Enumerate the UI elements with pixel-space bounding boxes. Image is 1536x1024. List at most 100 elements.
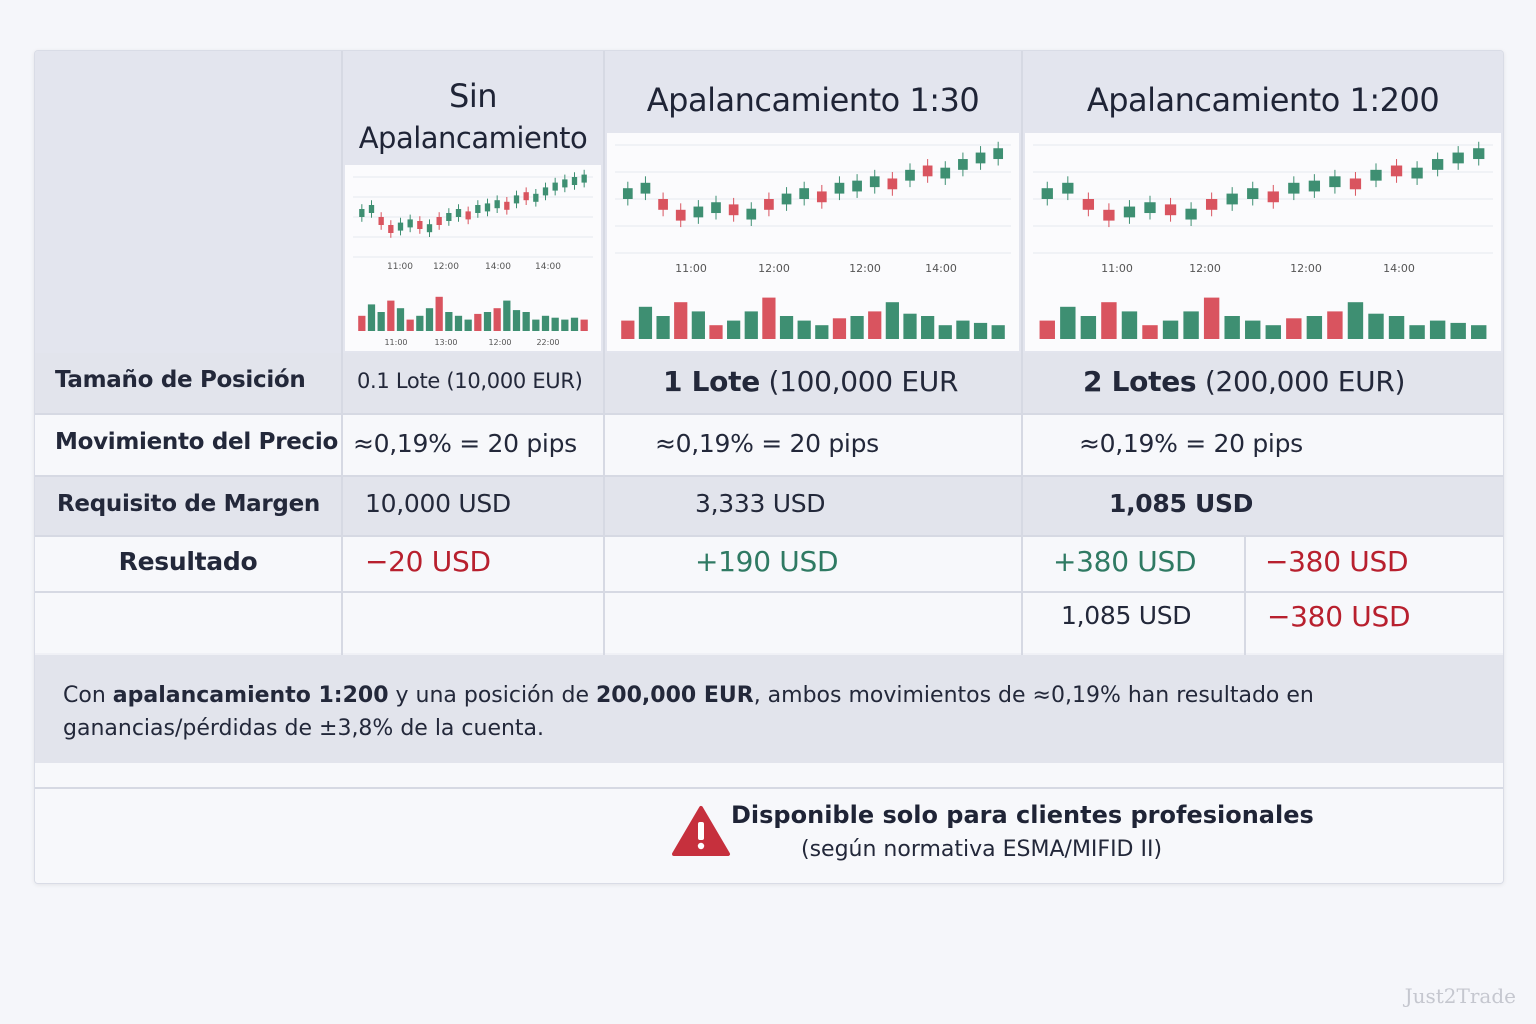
note-box (35, 655, 1503, 763)
column-title-leverage-30: Apalancamiento 1:30 (646, 81, 980, 119)
time-label: 14:00 (485, 262, 511, 272)
position-size-amount: (200,000 EUR) (1196, 365, 1406, 398)
candle-body (958, 159, 968, 170)
candle-body (523, 192, 529, 201)
candle-body (1247, 188, 1259, 199)
candle-body (1226, 193, 1238, 205)
volume-bar (1162, 320, 1179, 339)
volume-bar (367, 304, 376, 331)
candle-body (562, 179, 568, 188)
volume-bar (727, 320, 741, 339)
candle-body (359, 209, 365, 217)
candle-body (922, 165, 933, 177)
candle-body (1473, 148, 1485, 160)
volume-bar (744, 311, 758, 339)
volume-time-label: 13:00 (434, 338, 457, 347)
row-label-result: Resultado (118, 547, 258, 576)
candle-body (407, 219, 413, 228)
volume-bar (396, 308, 405, 331)
column-title-no-leverage-line2: Apalancamiento (358, 121, 588, 155)
margin-leverage-200: 1,085 USD (1109, 489, 1254, 518)
volume-bar (1142, 325, 1158, 339)
volume-bar (850, 316, 864, 339)
candle-body (552, 182, 558, 191)
volume-bar (512, 310, 521, 331)
volume-bar (551, 317, 559, 331)
candle-body (571, 177, 578, 185)
column-title-leverage-200: Apalancamiento 1:200 (1086, 81, 1440, 119)
volume-bar (832, 318, 847, 339)
volume-bar (1306, 316, 1323, 339)
candle-body (368, 205, 375, 213)
volume-bar (656, 316, 670, 339)
grid-divider (341, 51, 343, 655)
volume-bar (815, 325, 829, 339)
candlestick-chart-leverage-200: 11:00 12:00 12:00 14:00 (1033, 141, 1493, 339)
candle-body (1267, 191, 1279, 203)
volume-bar (1101, 302, 1117, 339)
volume-bar (1471, 325, 1487, 339)
grid-divider (35, 787, 1503, 789)
time-label: 11:00 (387, 262, 413, 272)
note-emphasis: 200,000 EUR (595, 683, 754, 708)
chart-panel-leverage-30: 11:00 12:00 12:00 14:00 (607, 133, 1019, 351)
volume-bar (691, 311, 705, 339)
position-size-amount: (100,000 EUR (759, 365, 959, 398)
candlestick-chart-leverage-30: 11:00 12:00 12:00 14:00 (615, 141, 1011, 339)
volume-bar (474, 313, 482, 331)
volume-bar (387, 300, 395, 331)
time-label: 11:00 (675, 262, 707, 275)
candle-body (1082, 199, 1095, 210)
volume-bar (779, 316, 794, 339)
volume-bar (1245, 320, 1261, 339)
volume-bar (435, 296, 443, 331)
candle-body (1390, 165, 1403, 177)
candle-body (622, 188, 633, 199)
volume-bar (377, 312, 385, 331)
candle-body (640, 182, 651, 194)
candle-body (1062, 182, 1074, 194)
volume-bar (973, 322, 988, 339)
volume-bar (885, 302, 899, 339)
volume-bar (464, 319, 472, 331)
volume-bar (1080, 316, 1097, 339)
time-label: 14:00 (925, 262, 957, 275)
candle-body (869, 176, 880, 188)
volume-bar (921, 316, 935, 339)
row-position-size (35, 353, 1503, 413)
volume-bar (406, 319, 414, 331)
volume-bar (938, 325, 952, 339)
volume-bar (483, 312, 492, 331)
time-label: 14:00 (1383, 262, 1415, 275)
candle-body (475, 205, 481, 213)
volume-bar (416, 315, 424, 331)
candle-body (1431, 159, 1444, 170)
candle-body (1370, 169, 1382, 181)
volume-bar (358, 315, 366, 331)
spacer-row (35, 763, 1503, 787)
candle-body (388, 225, 394, 233)
candle-body (455, 209, 462, 217)
candle-body (746, 208, 757, 220)
column-title-no-leverage-line1: Sin (449, 77, 497, 115)
candle-body (1288, 182, 1300, 194)
volume-bar (1347, 302, 1364, 339)
candle-body (993, 148, 1004, 160)
note-emphasis: apalancamiento 1:200 (112, 683, 389, 708)
candle-body (1308, 180, 1321, 192)
chart-marks (353, 169, 593, 331)
margin-leverage-30: 3,333 USD (695, 489, 826, 518)
candle-body (1329, 176, 1341, 188)
candle-body (513, 195, 520, 204)
time-label: 12:00 (1290, 262, 1322, 275)
note-text: y una posición de (388, 683, 596, 708)
volume-time-label: 11:00 (384, 338, 407, 347)
candle-body (711, 202, 721, 214)
grid-divider (1021, 51, 1023, 655)
volume-bar (956, 320, 970, 339)
volume-bar (797, 320, 811, 339)
row-label-price-move: Movimiento del Precio (55, 429, 338, 455)
candle-body (940, 167, 951, 179)
row-result (35, 537, 1503, 653)
candle-body (1144, 202, 1156, 214)
